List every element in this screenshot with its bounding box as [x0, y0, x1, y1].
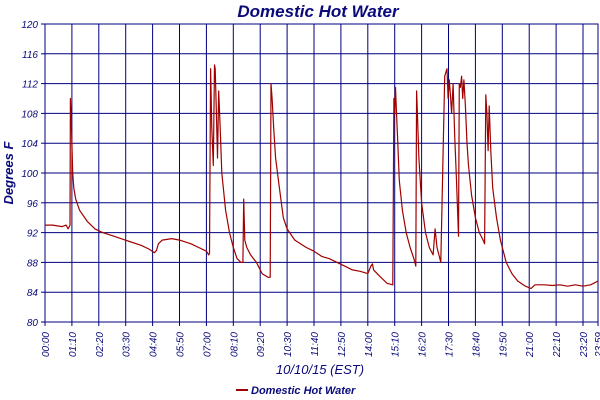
legend: Domestic Hot Water	[236, 385, 356, 397]
x-tick-label: 11:40	[310, 332, 321, 357]
x-tick-label: 14:00	[364, 332, 375, 357]
x-tick-label: 19:50	[498, 332, 509, 357]
x-tick-label: 23:20	[579, 332, 590, 358]
x-tick-label: 03:30	[122, 332, 133, 357]
x-tick-label: 01:10	[68, 332, 79, 357]
x-tick-label: 09:20	[256, 332, 267, 357]
x-tick-label: 02:20	[95, 332, 106, 357]
y-tick-label: 92	[27, 229, 39, 240]
x-tick-label: 22:10	[552, 332, 563, 358]
y-axis-ticks: 80 84 88 92 96 100 104 108 112 116 120	[21, 20, 45, 329]
x-tick-label: 18:40	[471, 332, 482, 357]
chart-title: Domestic Hot Water	[237, 2, 400, 21]
x-tick-label: 12:50	[337, 332, 348, 357]
x-tick-label: 00:00	[41, 332, 52, 357]
x-tick-label: 17:30	[445, 332, 456, 357]
legend-label: Domestic Hot Water	[251, 385, 356, 397]
plot-grid	[44, 23, 599, 323]
x-tick-label: 21:00	[525, 332, 536, 358]
y-tick-label: 80	[27, 318, 39, 329]
y-tick-label: 84	[27, 288, 39, 299]
series-layer	[45, 64, 599, 290]
y-tick-label: 104	[21, 139, 38, 150]
x-tick-label: 04:40	[149, 332, 160, 357]
y-tick-label: 120	[21, 20, 38, 31]
x-axis-label: 10/10/15 (EST)	[276, 362, 364, 377]
y-tick-label: 108	[21, 109, 38, 120]
y-axis-label: Degrees F	[1, 141, 16, 205]
y-tick-label: 96	[27, 199, 39, 210]
x-tick-label: 05:50	[176, 332, 187, 357]
x-tick-label: 07:00	[202, 332, 213, 357]
y-tick-label: 88	[27, 258, 39, 269]
series-line-0	[45, 64, 599, 290]
y-tick-label: 112	[22, 80, 38, 91]
x-tick-label: 10:30	[283, 332, 294, 357]
x-axis-ticks: 00:00 01:10 02:20 03:30 04:40 05:50 07:00 08:10…	[41, 322, 600, 358]
y-tick-label: 116	[22, 50, 38, 61]
x-tick-label: 23:59	[594, 332, 600, 358]
x-tick-label: 08:10	[229, 332, 240, 357]
x-tick-label: 15:10	[391, 332, 402, 357]
y-tick-label: 100	[21, 169, 38, 180]
x-tick-label: 16:20	[418, 332, 429, 357]
